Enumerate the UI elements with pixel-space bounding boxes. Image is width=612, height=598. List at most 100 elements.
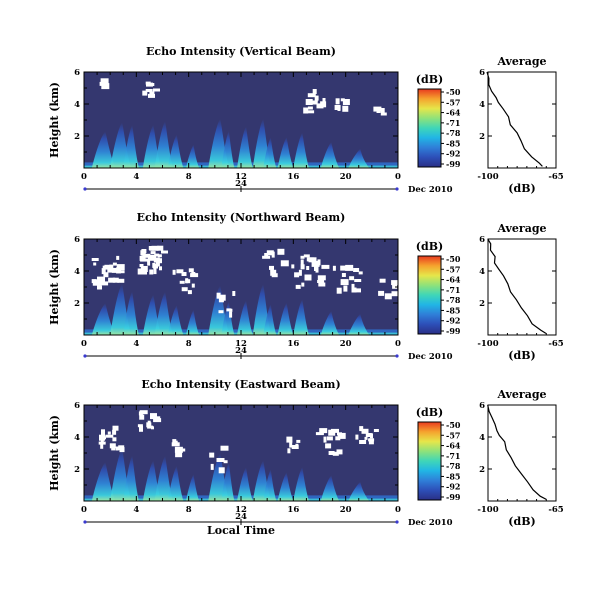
data-gap <box>342 105 349 112</box>
date-axis-month-year: Dec 2010 <box>408 518 453 528</box>
panel-title: Echo Intensity (Eastward Beam) <box>141 378 340 391</box>
date-axis-start-marker <box>83 520 87 524</box>
echo-plume <box>221 130 235 168</box>
data-gap <box>312 89 317 94</box>
profile-y-tick-label: 4 <box>479 433 485 443</box>
data-gap <box>323 436 327 443</box>
data-gap <box>112 425 119 431</box>
data-gap <box>315 432 324 436</box>
data-gap <box>172 269 176 275</box>
echo-plume <box>320 311 340 335</box>
data-gap <box>301 282 305 287</box>
data-gap <box>287 448 291 454</box>
data-gap <box>337 432 346 439</box>
echo-plume <box>154 455 173 501</box>
x-tick-label: 16 <box>287 505 299 515</box>
data-gap <box>149 91 155 96</box>
colorbar-unit: (dB) <box>416 406 443 419</box>
data-gap <box>392 284 398 289</box>
data-gap <box>307 110 315 114</box>
data-gap <box>315 266 319 273</box>
data-gap <box>232 291 236 296</box>
data-gap <box>340 265 347 271</box>
data-gap <box>139 410 148 415</box>
data-gap <box>354 279 362 282</box>
x-tick-label: 8 <box>186 339 192 349</box>
data-gap <box>349 276 355 281</box>
colorbar-tick-label: -92 <box>446 149 460 159</box>
data-gap <box>380 112 387 116</box>
data-gap <box>378 290 385 296</box>
data-gap <box>264 253 269 258</box>
x-tick-label: 20 <box>340 172 352 182</box>
data-gap <box>304 274 312 281</box>
data-gap <box>91 279 97 284</box>
panel-title: Echo Intensity (Vertical Beam) <box>146 45 336 58</box>
data-gap <box>153 268 157 275</box>
y-tick-label: 6 <box>74 235 80 245</box>
data-gap <box>358 271 363 275</box>
data-gap <box>173 440 178 446</box>
data-gap <box>294 272 300 278</box>
echo-plume <box>293 467 310 501</box>
x-tick-label: 0 <box>395 172 401 182</box>
colorbar-tick-label: -99 <box>446 159 461 169</box>
y-tick-label: 4 <box>74 100 80 110</box>
echo-plume <box>123 455 139 501</box>
data-gap <box>300 259 304 265</box>
data-gap <box>92 279 101 286</box>
profile-y-tick-label: 4 <box>479 267 485 277</box>
data-gap <box>316 103 324 109</box>
data-gap <box>354 288 361 293</box>
colorbar <box>417 88 442 168</box>
data-gap <box>216 458 225 462</box>
data-gap <box>321 264 330 269</box>
data-gap <box>153 257 160 263</box>
data-gap <box>220 445 229 451</box>
profile-x-tick-label: -100 <box>477 339 498 349</box>
data-gap <box>218 297 224 303</box>
colorbar-tick-label: -78 <box>446 128 461 138</box>
x-tick-label: 16 <box>287 339 299 349</box>
date-axis-month-year: Dec 2010 <box>408 185 453 195</box>
echo-plume <box>154 291 173 335</box>
colorbar-tick-label: -99 <box>446 326 461 336</box>
data-gap <box>111 267 118 273</box>
data-gap <box>384 293 392 300</box>
date-axis-day: 24 <box>235 346 247 356</box>
data-gap <box>112 262 117 266</box>
x-tick-label: 4 <box>133 505 139 515</box>
data-gap <box>307 93 316 98</box>
profile-x-tick-label: -100 <box>477 172 498 182</box>
echo-plume <box>293 132 310 168</box>
x-tick-label: 20 <box>340 505 352 515</box>
echo-plume <box>186 144 200 168</box>
data-gap <box>157 254 162 258</box>
data-gap <box>306 266 310 270</box>
data-gap <box>101 268 106 275</box>
data-gap <box>153 418 162 423</box>
data-gap <box>179 280 185 284</box>
data-gap <box>336 449 343 455</box>
colorbar <box>417 255 442 335</box>
data-gap <box>218 467 225 474</box>
data-gap <box>343 285 348 292</box>
profile-title: Average <box>496 388 546 401</box>
data-gap <box>340 98 345 102</box>
data-gap <box>218 310 224 314</box>
data-gap <box>303 107 309 114</box>
profile-title: Average <box>496 222 546 235</box>
echo-plume <box>167 134 184 168</box>
data-gap <box>229 308 233 312</box>
profile-x-tick-label: -65 <box>548 172 563 182</box>
colorbar-tick-label: -57 <box>446 430 460 440</box>
echo-plume <box>221 301 235 335</box>
data-gap <box>146 422 152 428</box>
colorbar-tick-label: -64 <box>446 275 461 285</box>
data-gap <box>289 441 293 448</box>
date-axis-end-marker <box>395 354 399 358</box>
colorbar-tick-label: -50 <box>446 254 461 264</box>
profile-y-tick-label: 4 <box>479 100 485 110</box>
colorbar-tick-label: -92 <box>446 316 460 326</box>
echo-plume <box>277 472 294 501</box>
